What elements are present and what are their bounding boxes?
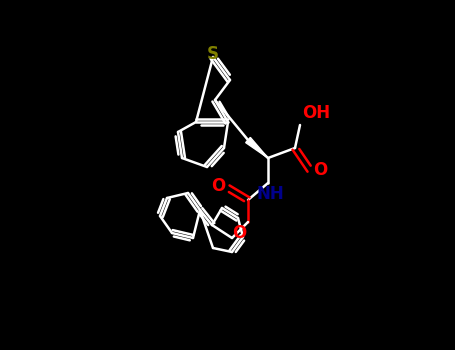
Text: O: O [211, 177, 225, 195]
Text: S: S [207, 45, 219, 63]
Text: OH: OH [302, 104, 330, 122]
Text: O: O [313, 161, 327, 179]
Polygon shape [246, 138, 268, 158]
Text: NH: NH [256, 185, 284, 203]
Text: O: O [232, 224, 246, 242]
